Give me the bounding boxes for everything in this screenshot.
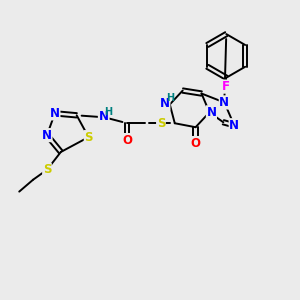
- Text: S: S: [43, 163, 51, 176]
- Text: N: N: [42, 129, 52, 142]
- Text: F: F: [222, 80, 230, 93]
- Text: O: O: [122, 134, 132, 147]
- Text: H: H: [100, 112, 109, 122]
- Text: S: S: [157, 117, 165, 130]
- Text: S: S: [84, 130, 93, 144]
- Text: N: N: [98, 110, 108, 123]
- Text: N: N: [206, 106, 216, 119]
- Text: N: N: [50, 107, 60, 120]
- Text: O: O: [190, 136, 201, 150]
- Text: N: N: [229, 119, 239, 132]
- Text: N: N: [160, 97, 170, 110]
- Text: N: N: [219, 96, 229, 109]
- Text: H: H: [104, 107, 112, 117]
- Text: H: H: [166, 94, 174, 103]
